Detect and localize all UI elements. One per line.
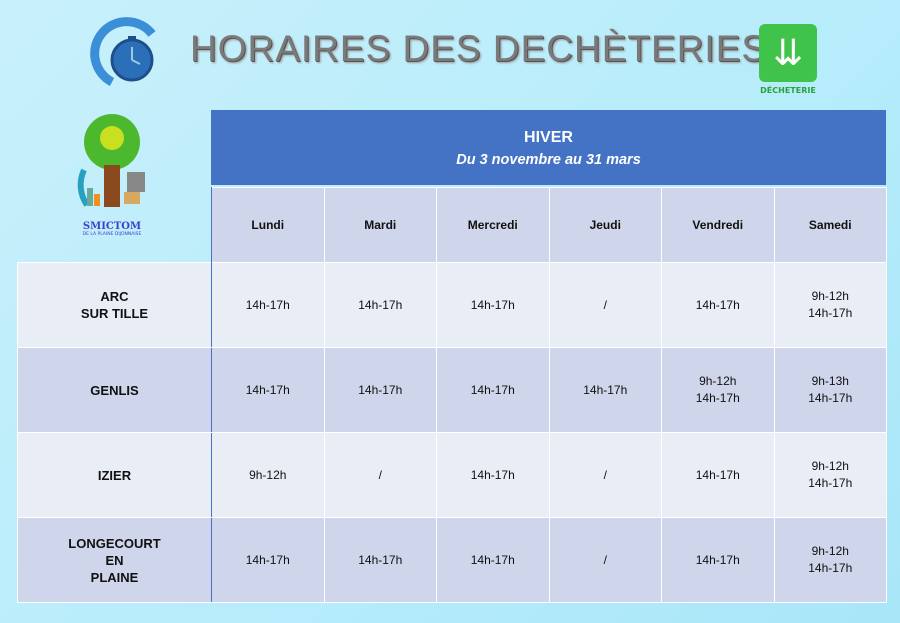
hours-cell: 9h-12h 14h-17h [661, 347, 775, 433]
hours-cell: 9h-13h 14h-17h [773, 347, 887, 433]
table-row: GENLIS 14h-17h 14h-17h 14h-17h 14h-17h 9h-12h… [17, 347, 887, 433]
decheterie-logo-label: DÉCHETERIE [760, 86, 816, 95]
hours-cell: 14h-17h [436, 347, 550, 433]
day-header-jeudi: Jeudi [548, 187, 662, 263]
season-name: HIVER [524, 129, 573, 146]
site-name: LONGECOURT EN PLAINE [17, 517, 212, 603]
day-header-samedi: Samedi [773, 187, 887, 263]
hours-cell: 14h-17h [661, 262, 775, 348]
day-header-mercredi: Mercredi [436, 187, 550, 263]
table-row: IZIER 9h-12h/14h-17h/14h-17h 9h-12h 14h-17… [17, 432, 887, 518]
hours-cell: 14h-17h [323, 262, 437, 348]
site-name: GENLIS [17, 347, 212, 433]
day-header-vendredi: Vendredi [661, 187, 775, 263]
hours-cell: 14h-17h [211, 262, 325, 348]
page-title: HORAIRES DES DECHÈTERIES [190, 28, 768, 69]
site-name: ARC SUR TILLE [17, 262, 212, 348]
hours-cell: 9h-12h [211, 432, 325, 518]
recycling-person-icon: ⇊ [759, 24, 817, 82]
decheterie-logo: ⇊ DÉCHETERIE [758, 24, 818, 98]
hours-cell: 14h-17h [211, 347, 325, 433]
hours-cell: 9h-12h 14h-17h [773, 432, 887, 518]
site-name: IZIER [17, 432, 212, 518]
hours-cell: 14h-17h [436, 432, 550, 518]
hours-cell: 9h-12h 14h-17h [773, 262, 887, 348]
table-row: ARC SUR TILLE 14h-17h 14h-17h 14h-17h/14h-1… [17, 262, 887, 348]
day-header-lundi: Lundi [211, 187, 325, 263]
hours-cell: 14h-17h [323, 517, 437, 603]
season-header: HIVER Du 3 novembre au 31 mars [211, 110, 886, 185]
hours-cell: 14h-17h [436, 517, 550, 603]
hours-cell: 9h-12h 14h-17h [773, 517, 887, 603]
days-header-row: Lundi Mardi Mercredi Jeudi Vendredi Samedi [17, 187, 887, 263]
hours-cell: 14h-17h [548, 347, 662, 433]
hours-cell: / [548, 432, 662, 518]
hours-cell: 14h-17h [661, 432, 775, 518]
corner-cell [17, 187, 212, 263]
hours-cell: 14h-17h [211, 517, 325, 603]
table-row: LONGECOURT EN PLAINE 14h-17h 14h-17h 14h-17… [17, 517, 887, 603]
hours-cell: 14h-17h [661, 517, 775, 603]
day-header-mardi: Mardi [323, 187, 437, 263]
season-dates: Du 3 novembre au 31 mars [456, 152, 641, 168]
hours-cell: 14h-17h [323, 347, 437, 433]
schedule-table: Lundi Mardi Mercredi Jeudi Vendredi Samedi AR… [17, 187, 887, 603]
hours-cell: 14h-17h [436, 262, 550, 348]
hours-cell: / [548, 517, 662, 603]
hours-cell: / [323, 432, 437, 518]
hours-cell: / [548, 262, 662, 348]
horaires-ouverture-logo [82, 14, 162, 86]
